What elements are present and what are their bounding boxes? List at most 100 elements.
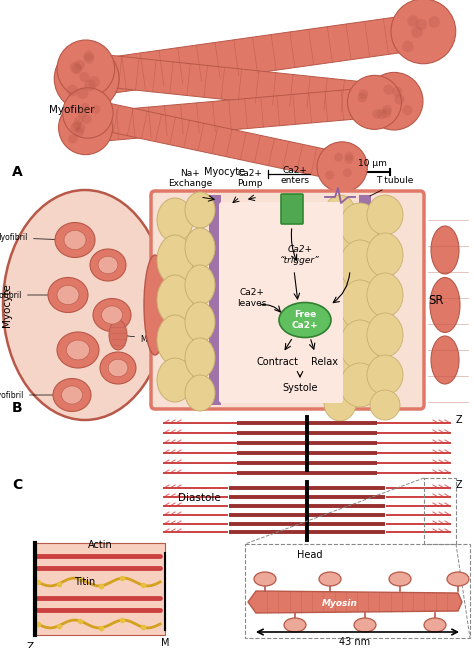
Ellipse shape (185, 338, 215, 378)
FancyBboxPatch shape (219, 202, 343, 403)
Ellipse shape (185, 302, 215, 342)
Ellipse shape (55, 222, 95, 257)
Ellipse shape (185, 265, 215, 305)
Text: Actin: Actin (88, 540, 112, 550)
Ellipse shape (78, 110, 87, 119)
Text: Myofibril: Myofibril (0, 290, 64, 299)
Text: Relax: Relax (311, 357, 338, 367)
Ellipse shape (62, 386, 82, 404)
Ellipse shape (144, 255, 166, 355)
Ellipse shape (367, 195, 403, 235)
Ellipse shape (108, 359, 128, 376)
Ellipse shape (324, 308, 356, 352)
Ellipse shape (424, 618, 446, 632)
Ellipse shape (370, 390, 400, 420)
Bar (35, 543, 165, 635)
Ellipse shape (358, 89, 368, 99)
Ellipse shape (284, 618, 306, 632)
Ellipse shape (340, 203, 380, 247)
Ellipse shape (77, 87, 89, 99)
Ellipse shape (382, 105, 392, 115)
Ellipse shape (345, 155, 354, 164)
Ellipse shape (367, 313, 403, 357)
Ellipse shape (347, 75, 401, 130)
Ellipse shape (340, 240, 380, 290)
Ellipse shape (83, 51, 94, 61)
Text: Titin: Titin (74, 577, 96, 587)
Ellipse shape (157, 275, 193, 325)
Ellipse shape (334, 153, 343, 162)
Text: T tubule: T tubule (376, 176, 414, 185)
Ellipse shape (93, 299, 131, 332)
Ellipse shape (88, 76, 100, 87)
Ellipse shape (91, 105, 100, 114)
Text: Z: Z (456, 480, 463, 490)
Ellipse shape (430, 277, 460, 332)
Text: SR: SR (428, 294, 444, 307)
Text: Z: Z (456, 415, 463, 425)
Ellipse shape (157, 235, 193, 285)
Text: Myofibril: Myofibril (0, 233, 72, 242)
Ellipse shape (367, 355, 403, 395)
Ellipse shape (59, 100, 112, 155)
Ellipse shape (73, 121, 82, 130)
Ellipse shape (324, 231, 356, 275)
Text: Na+
Exchange: Na+ Exchange (168, 168, 212, 188)
Ellipse shape (84, 53, 94, 64)
Text: Head: Head (297, 550, 323, 560)
Text: Systole: Systole (282, 383, 318, 393)
Text: Myofiber: Myofiber (49, 105, 95, 115)
Text: C: C (12, 478, 22, 492)
Ellipse shape (76, 123, 85, 133)
Text: Mitochondrion: Mitochondrion (121, 334, 195, 345)
Ellipse shape (407, 16, 419, 27)
Ellipse shape (66, 85, 78, 97)
Ellipse shape (394, 95, 405, 105)
FancyBboxPatch shape (151, 191, 424, 409)
Text: 10 μm: 10 μm (357, 159, 386, 168)
Ellipse shape (81, 102, 90, 111)
Text: Free
Ca2+: Free Ca2+ (292, 310, 319, 330)
Ellipse shape (324, 346, 356, 390)
Ellipse shape (382, 108, 391, 118)
Ellipse shape (71, 122, 80, 132)
Ellipse shape (279, 303, 331, 338)
Ellipse shape (431, 226, 459, 274)
Ellipse shape (98, 256, 118, 274)
Ellipse shape (66, 340, 90, 360)
Text: Diastole: Diastole (178, 493, 221, 503)
Bar (424, 478, 456, 544)
Ellipse shape (64, 231, 86, 249)
Ellipse shape (101, 306, 122, 324)
Ellipse shape (157, 198, 193, 242)
Ellipse shape (57, 40, 115, 98)
Ellipse shape (57, 285, 79, 305)
Text: 43 nm: 43 nm (339, 637, 371, 647)
Ellipse shape (411, 27, 423, 38)
Ellipse shape (53, 378, 91, 411)
Ellipse shape (357, 93, 367, 102)
Text: M: M (161, 638, 169, 648)
Ellipse shape (402, 105, 413, 115)
Text: Contract: Contract (257, 357, 299, 367)
Ellipse shape (63, 87, 113, 138)
Ellipse shape (54, 46, 119, 111)
Bar (245, 544, 470, 638)
Ellipse shape (340, 320, 380, 370)
Ellipse shape (365, 73, 423, 130)
Ellipse shape (185, 228, 215, 268)
Bar (155, 415, 455, 472)
Ellipse shape (68, 134, 78, 144)
Polygon shape (85, 99, 345, 181)
Text: Myocyte: Myocyte (2, 283, 12, 327)
Ellipse shape (376, 109, 387, 119)
Ellipse shape (428, 16, 440, 28)
Ellipse shape (367, 233, 403, 277)
Bar (209, 195, 221, 405)
Text: Ca2+
leaves: Ca2+ leaves (237, 288, 267, 308)
Text: Ca2+
enters: Ca2+ enters (281, 166, 310, 185)
Ellipse shape (72, 64, 82, 75)
Ellipse shape (84, 80, 96, 91)
Ellipse shape (324, 385, 356, 421)
Ellipse shape (345, 152, 354, 161)
